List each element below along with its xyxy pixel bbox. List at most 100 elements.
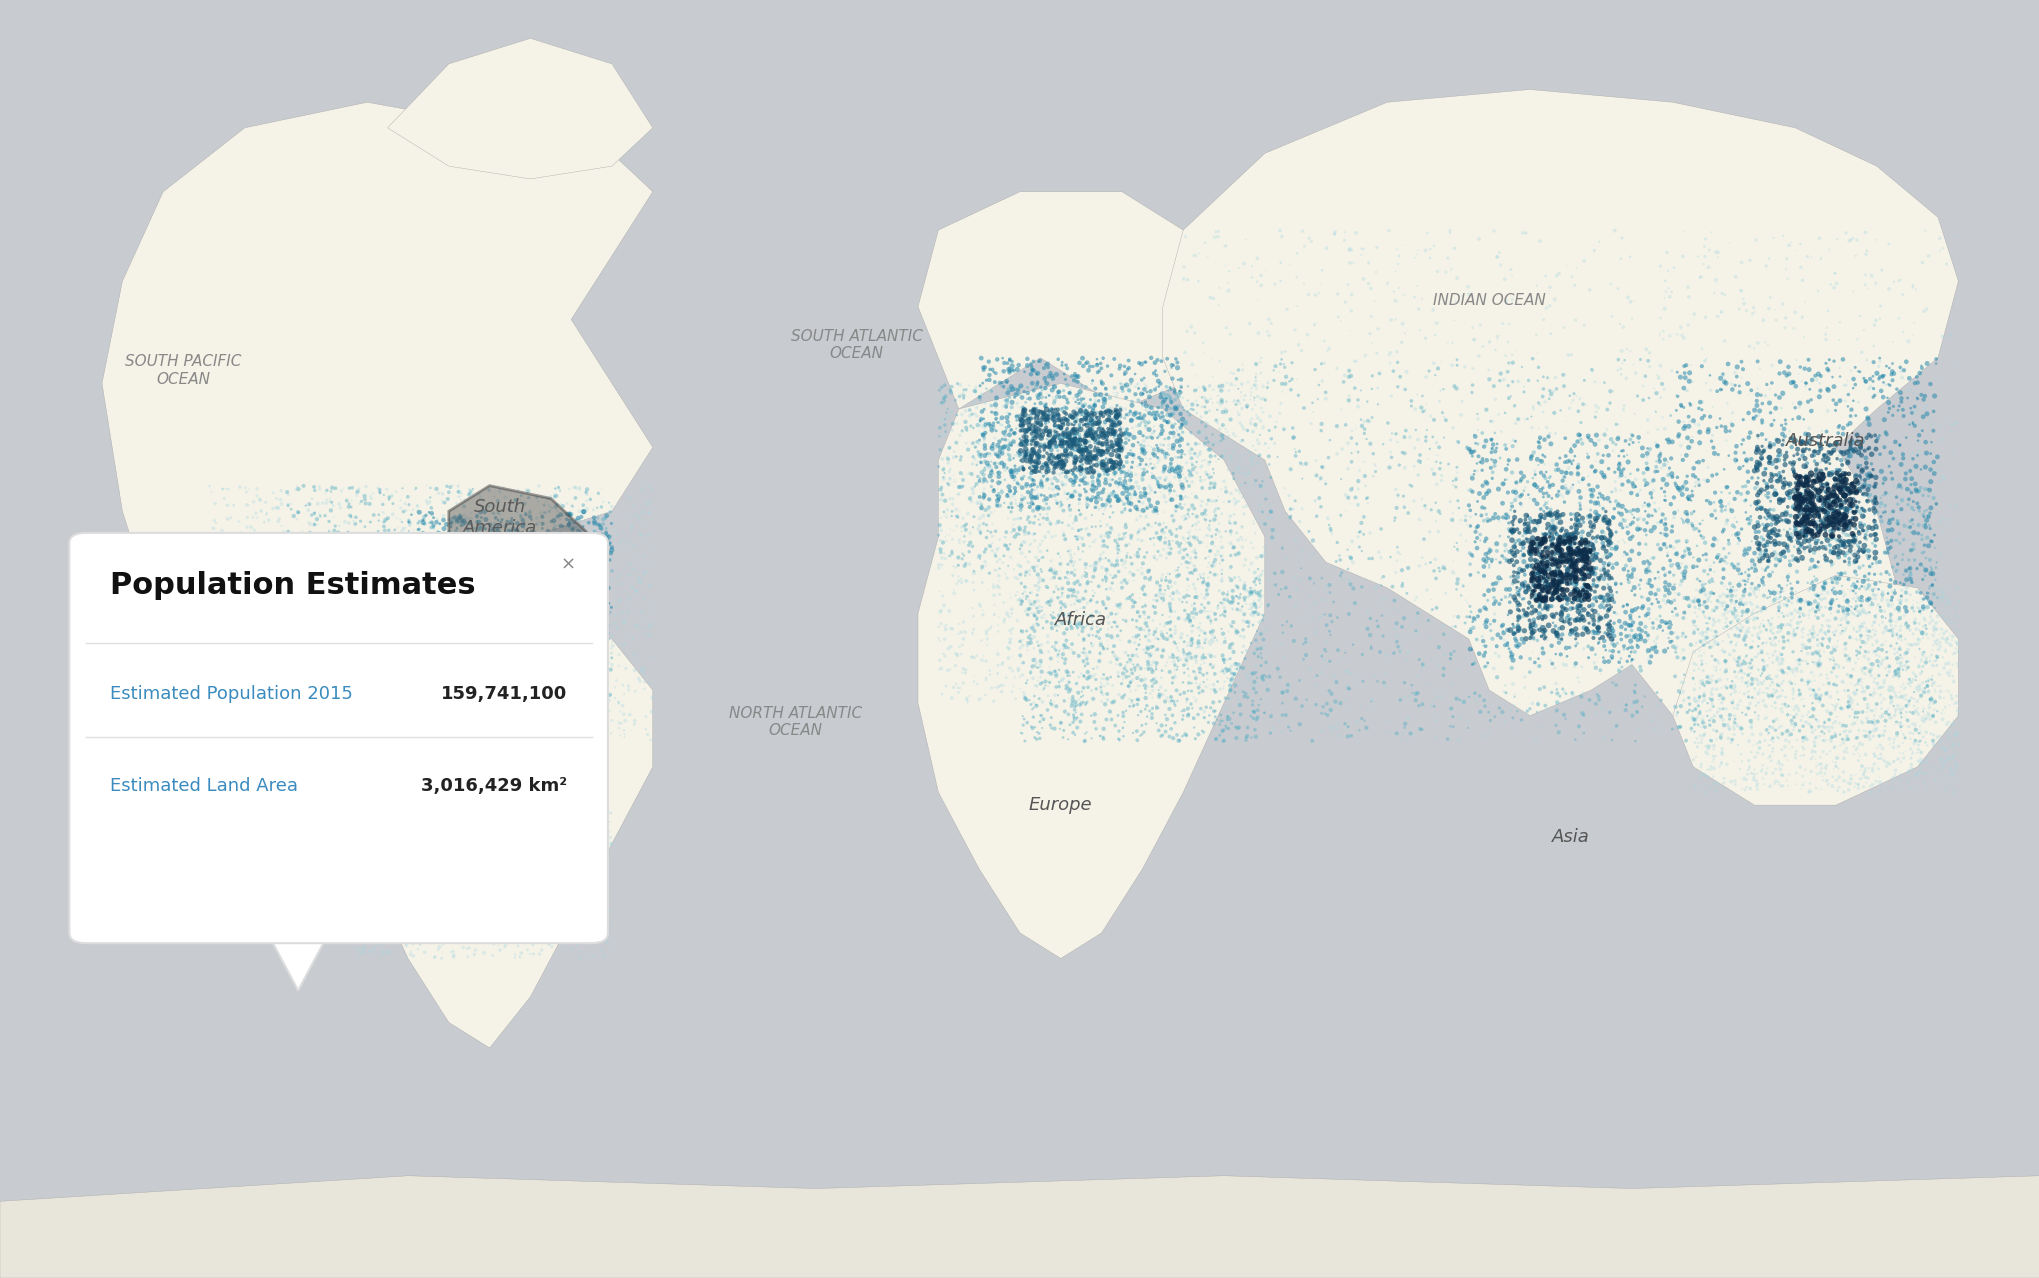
Point: [1609, 700, 1641, 721]
Point: [995, 599, 1028, 620]
Point: [1809, 524, 1841, 544]
Point: [416, 504, 449, 524]
Point: [428, 639, 461, 659]
Point: [1193, 622, 1225, 643]
Point: [1594, 544, 1627, 565]
Point: [394, 693, 426, 713]
Point: [391, 538, 424, 558]
Point: [1060, 390, 1093, 410]
Point: [1533, 558, 1566, 579]
Point: [1835, 524, 1868, 544]
Point: [1807, 717, 1839, 737]
Point: [1829, 721, 1862, 741]
Point: [981, 463, 1013, 483]
Point: [304, 575, 336, 596]
Point: [387, 658, 420, 679]
Point: [1101, 491, 1134, 511]
Point: [589, 626, 622, 647]
Point: [489, 543, 522, 564]
Point: [1205, 564, 1238, 584]
Point: [491, 732, 524, 753]
Point: [1690, 633, 1723, 653]
Point: [1101, 475, 1134, 496]
Point: [1686, 690, 1719, 711]
Point: [1166, 527, 1199, 547]
Point: [343, 939, 375, 960]
Point: [1007, 731, 1040, 751]
Point: [398, 520, 430, 541]
Point: [432, 523, 465, 543]
Point: [440, 530, 473, 551]
Point: [1578, 240, 1611, 261]
Point: [1221, 401, 1254, 422]
Point: [538, 578, 571, 598]
Point: [1733, 555, 1766, 575]
Point: [1741, 515, 1774, 535]
Point: [1937, 672, 1970, 693]
Point: [1680, 535, 1713, 556]
Point: [1778, 432, 1811, 452]
Point: [1866, 725, 1898, 745]
Point: [991, 567, 1024, 588]
Point: [1880, 510, 1913, 530]
Point: [1925, 509, 1957, 529]
Point: [553, 550, 585, 570]
Point: [1044, 585, 1077, 606]
Point: [1798, 497, 1831, 518]
Point: [1533, 433, 1566, 454]
Point: [630, 625, 663, 645]
Point: [1805, 665, 1837, 685]
Point: [1568, 617, 1601, 638]
Point: [1089, 403, 1121, 423]
Point: [1458, 424, 1491, 445]
Point: [1772, 739, 1805, 759]
Point: [1574, 562, 1607, 583]
Point: [1831, 589, 1864, 610]
Point: [349, 786, 381, 806]
Point: [1884, 616, 1917, 636]
Point: [628, 665, 661, 685]
Point: [402, 804, 434, 824]
Point: [999, 410, 1032, 431]
Point: [479, 677, 512, 698]
Point: [1900, 634, 1933, 654]
Point: [406, 579, 438, 599]
Point: [1617, 560, 1650, 580]
Point: [1154, 601, 1187, 621]
Point: [1711, 579, 1743, 599]
Point: [1586, 598, 1619, 619]
Point: [285, 580, 318, 601]
Point: [1790, 653, 1823, 674]
Point: [1152, 412, 1185, 432]
Point: [1562, 481, 1594, 501]
Point: [1570, 566, 1603, 587]
Point: [265, 493, 298, 514]
Point: [1117, 592, 1150, 612]
Point: [1621, 427, 1654, 447]
Point: [989, 535, 1022, 556]
Point: [987, 353, 1020, 373]
Point: [1743, 385, 1776, 405]
Point: [1460, 409, 1493, 429]
Point: [1807, 712, 1839, 732]
Point: [1419, 711, 1452, 731]
Point: [396, 727, 428, 748]
Point: [1079, 413, 1111, 433]
Point: [493, 703, 526, 723]
Point: [1531, 486, 1564, 506]
Point: [1572, 589, 1605, 610]
Point: [1017, 603, 1050, 624]
Point: [1786, 772, 1819, 792]
Point: [1913, 652, 1945, 672]
Point: [1654, 495, 1686, 515]
Point: [1776, 608, 1809, 629]
Point: [1030, 354, 1062, 374]
Point: [467, 658, 500, 679]
Point: [457, 587, 489, 607]
Point: [1160, 496, 1193, 516]
Point: [536, 863, 569, 883]
Point: [1688, 350, 1721, 371]
Point: [1752, 648, 1784, 668]
Point: [1162, 410, 1195, 431]
Point: [1348, 451, 1380, 472]
